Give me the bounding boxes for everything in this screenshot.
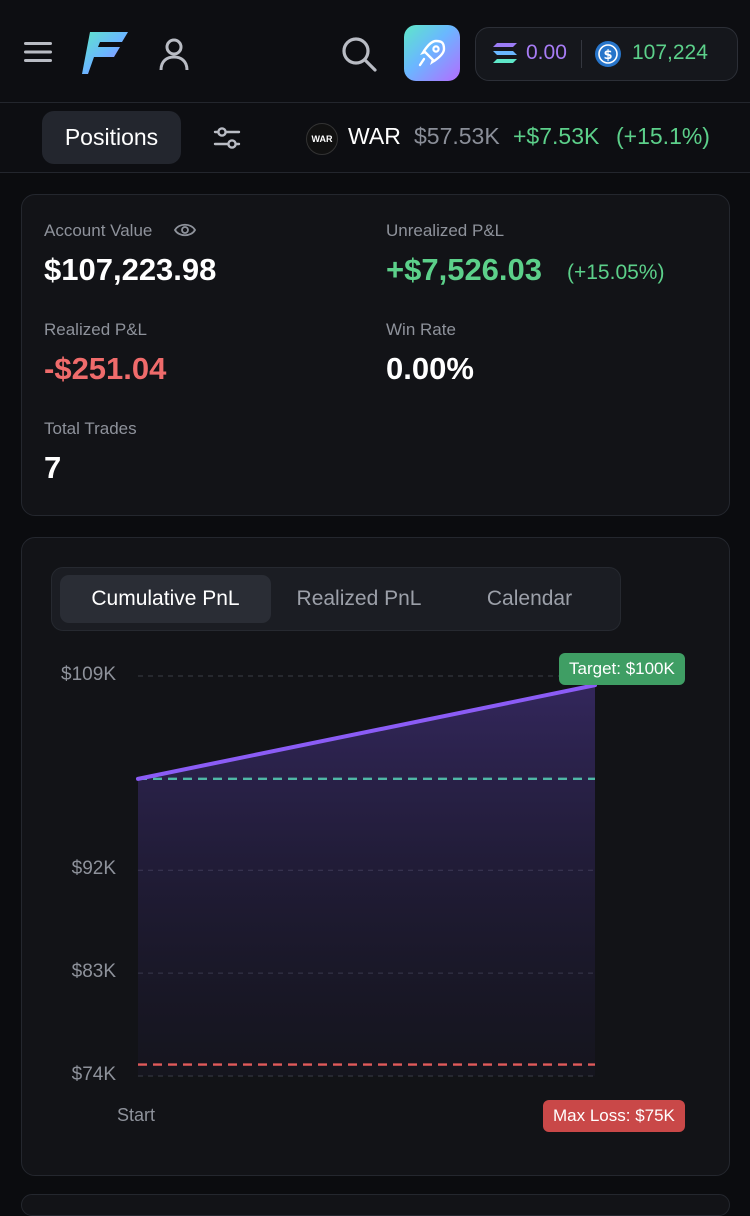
pnl-area bbox=[138, 685, 595, 1076]
menu-icon[interactable] bbox=[24, 40, 52, 64]
account-stats-card: Account Value $107,223.98 Unrealized P&L… bbox=[21, 194, 730, 516]
chart-tab-switcher: Cumulative PnL Realized PnL Calendar bbox=[51, 567, 621, 631]
unrealized-pnl-value: +$7,526.03 bbox=[386, 252, 543, 287]
cumulative-pnl-chart bbox=[136, 675, 597, 1077]
solana-icon bbox=[493, 43, 517, 63]
eye-icon[interactable] bbox=[174, 221, 196, 239]
user-icon[interactable] bbox=[158, 37, 190, 71]
unrealized-pnl-pct: (+15.05%) bbox=[567, 261, 665, 284]
pnl-chart-card: Cumulative PnL Realized PnL Calendar $10… bbox=[21, 537, 730, 1176]
win-rate-value: 0.00% bbox=[386, 351, 474, 386]
launch-button[interactable] bbox=[404, 25, 460, 81]
tab-calendar[interactable]: Calendar bbox=[486, 587, 573, 610]
token-pnl: +$7.53K bbox=[513, 123, 600, 149]
wallet-balance[interactable]: 0.00 $ 107,224 bbox=[475, 27, 738, 81]
tab-positions[interactable]: Positions bbox=[42, 111, 181, 164]
positions-bar: Positions WAR WAR $57.53K +$7.53K (+15.1… bbox=[0, 103, 750, 173]
token-ticker[interactable]: WAR bbox=[348, 123, 401, 149]
unrealized-pnl-label: Unrealized P&L bbox=[386, 221, 505, 240]
search-icon[interactable] bbox=[340, 35, 378, 73]
account-value: $107,223.98 bbox=[44, 252, 217, 287]
total-trades-label: Total Trades bbox=[44, 419, 137, 438]
win-rate-label: Win Rate bbox=[386, 320, 456, 339]
next-card-edge bbox=[21, 1194, 730, 1216]
rocket-icon bbox=[418, 39, 446, 67]
pnl-line bbox=[136, 683, 597, 781]
tab-cumulative-pnl[interactable]: Cumulative PnL bbox=[60, 575, 271, 623]
usdc-icon: $ bbox=[595, 41, 621, 67]
token-pnl-pct: (+15.1%) bbox=[616, 123, 710, 149]
target-badge: Target: $100K bbox=[559, 653, 685, 686]
sol-balance: 0.00 bbox=[526, 41, 567, 64]
total-trades-value: 7 bbox=[44, 450, 62, 485]
y-tick-label: $109K bbox=[61, 664, 116, 685]
account-value-label: Account Value bbox=[44, 221, 153, 240]
max-loss-badge: Max Loss: $75K bbox=[543, 1100, 685, 1132]
token-logo[interactable]: WAR bbox=[306, 123, 338, 155]
svg-text:$: $ bbox=[603, 48, 612, 63]
tab-realized-pnl[interactable]: Realized PnL bbox=[296, 587, 422, 610]
y-tick-label: $83K bbox=[71, 961, 116, 983]
y-tick-label: $74K bbox=[71, 1064, 116, 1085]
filter-icon[interactable] bbox=[212, 123, 242, 153]
top-bar: 0.00 $ 107,224 bbox=[0, 0, 750, 103]
usdc-balance: 107,224 bbox=[632, 41, 708, 64]
y-tick-label: $92K bbox=[71, 858, 116, 880]
wallet-divider bbox=[581, 40, 582, 68]
app-logo-icon[interactable] bbox=[82, 28, 132, 78]
realized-pnl-value: -$251.04 bbox=[44, 351, 167, 386]
realized-pnl-label: Realized P&L bbox=[44, 320, 148, 339]
token-price: $57.53K bbox=[414, 123, 500, 149]
x-tick-label: Start bbox=[117, 1105, 156, 1125]
